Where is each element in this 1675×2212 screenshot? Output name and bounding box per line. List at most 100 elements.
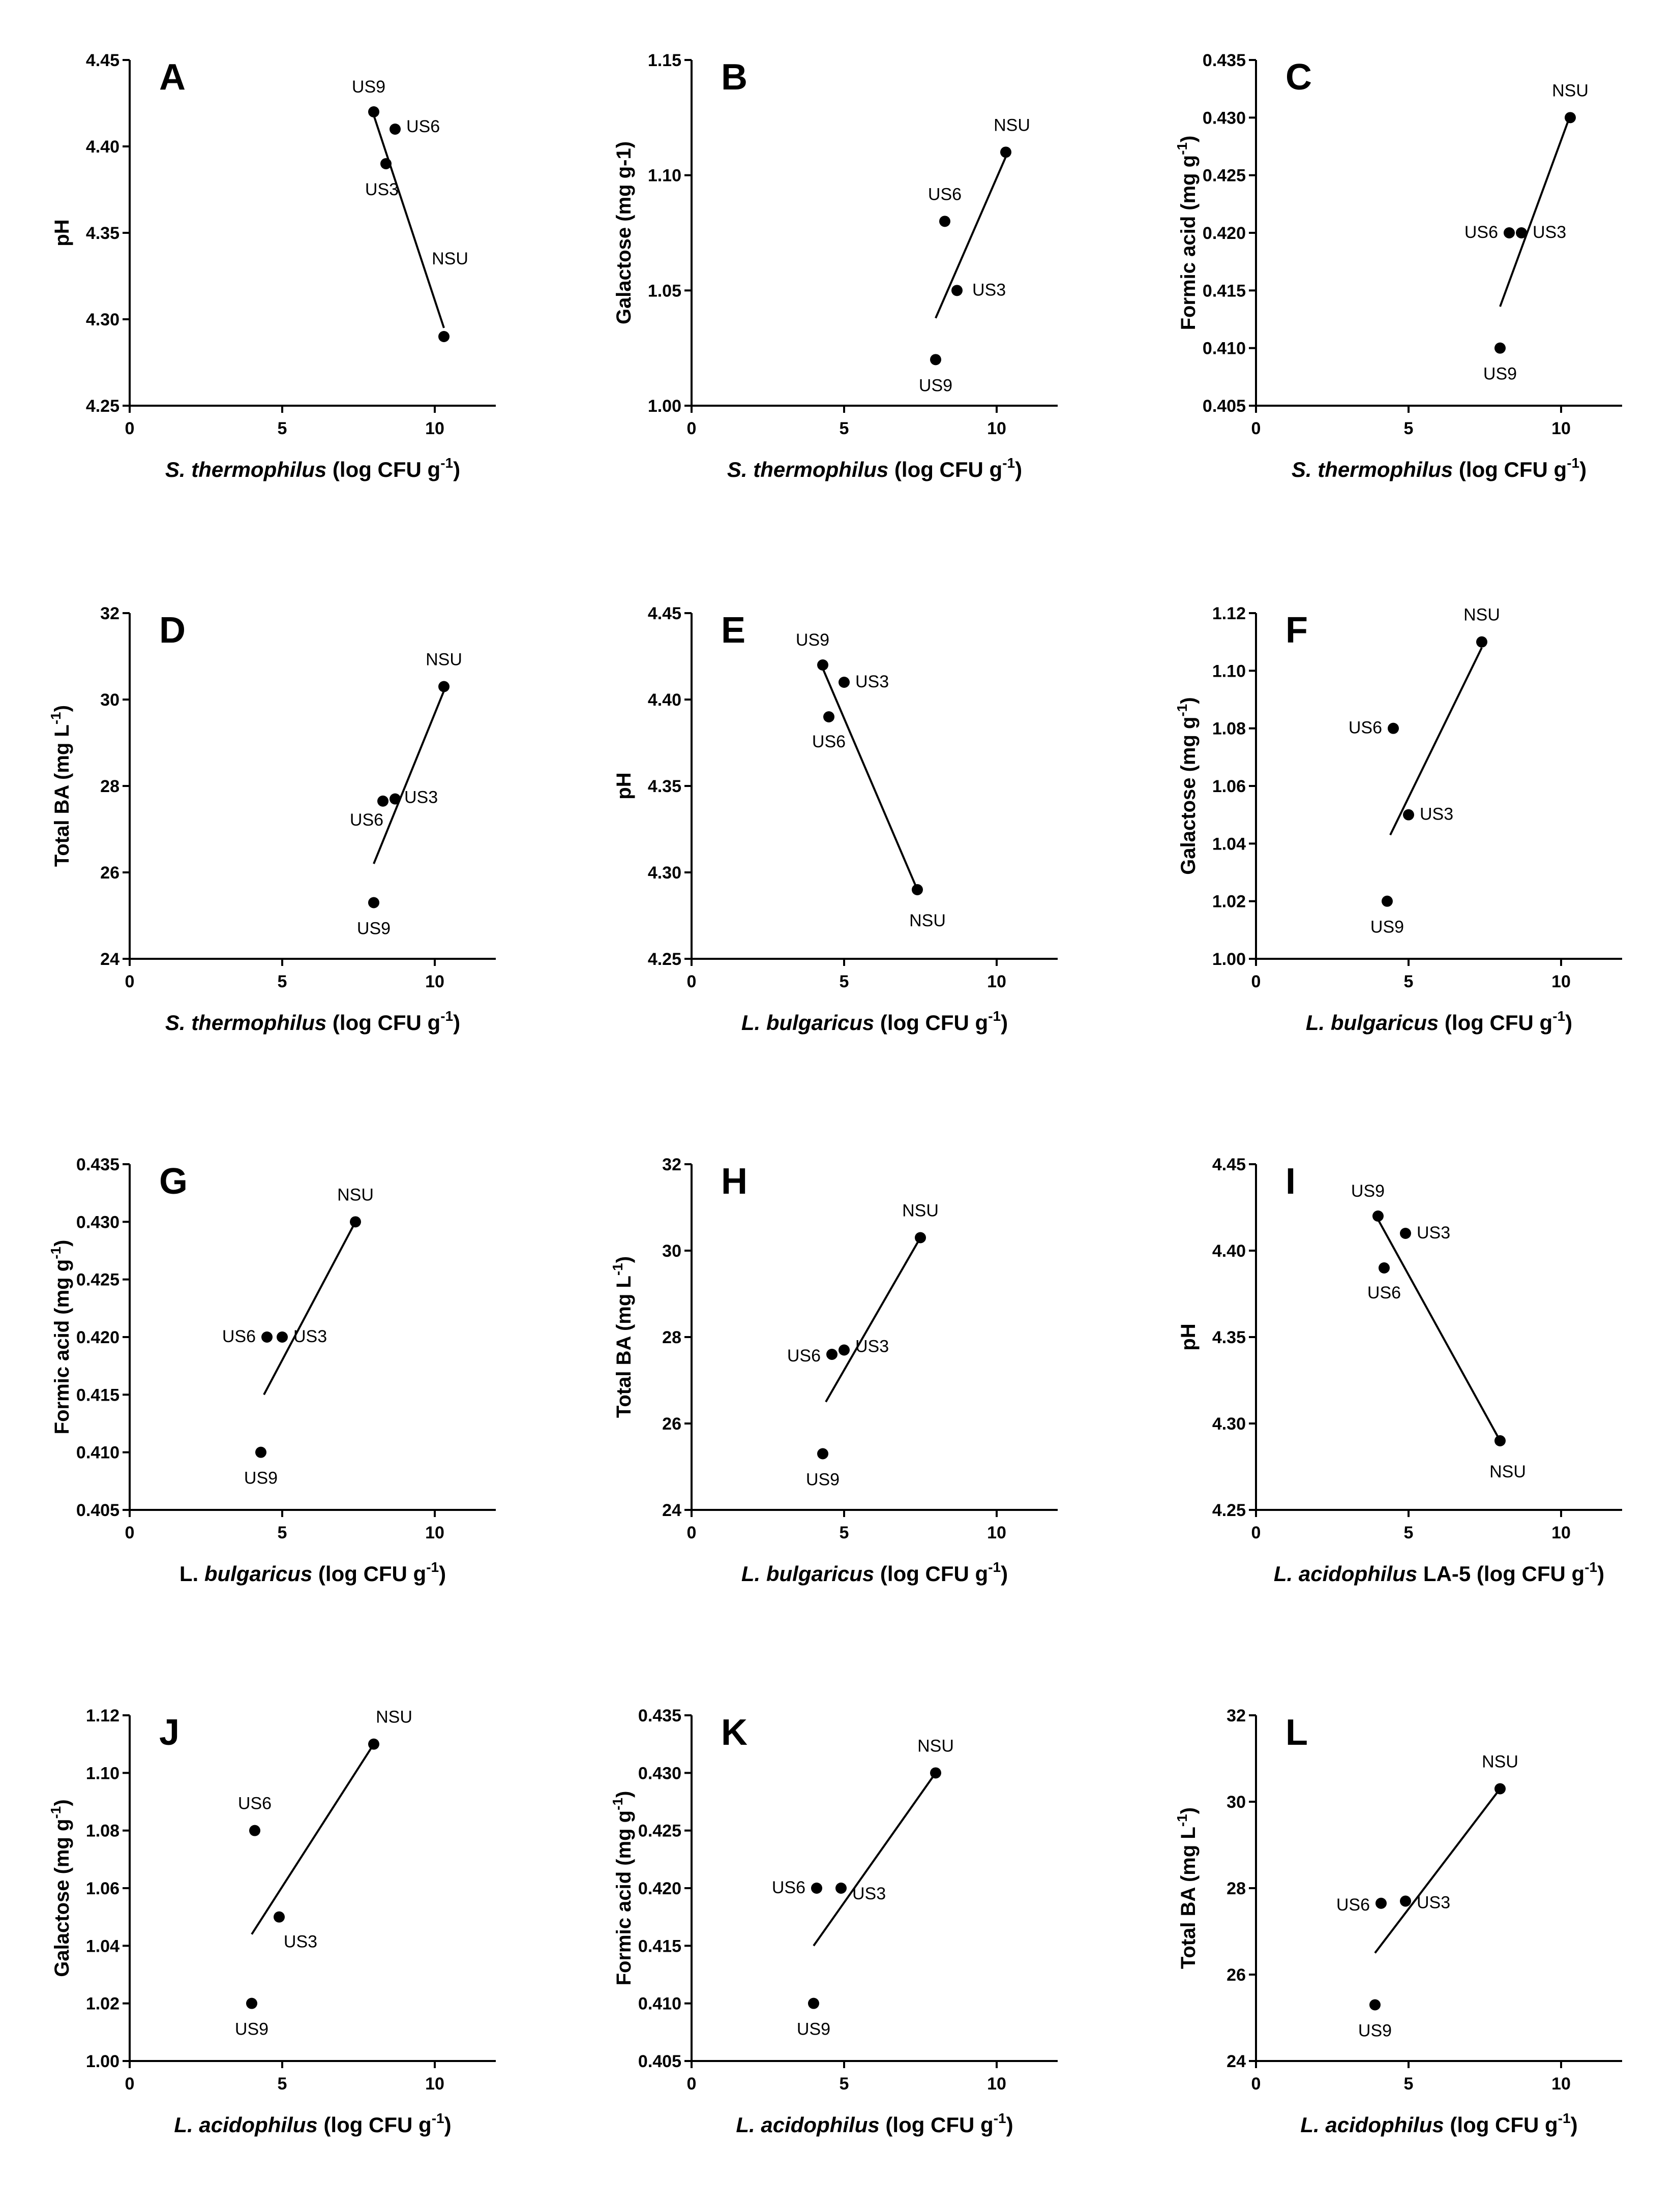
y-tick-label: 4.40 xyxy=(86,137,119,157)
x-axis-title-unit: (log CFU g xyxy=(1453,458,1567,481)
y-tick-label: 0.425 xyxy=(1203,166,1246,186)
y-tick-label: 1.08 xyxy=(86,1822,119,1841)
x-axis-title-close: ) xyxy=(1015,458,1022,481)
x-axis-title: L. acidophilus LA-5 (log CFU g-1) xyxy=(1274,1559,1604,1586)
y-axis-title: pH xyxy=(1177,1323,1200,1350)
data-point-us6 xyxy=(249,1825,260,1836)
data-point-us6 xyxy=(1375,1897,1387,1909)
y-axis-title-close: ) xyxy=(613,1791,635,1798)
y-tick-label: 32 xyxy=(662,1155,681,1174)
data-point-us3 xyxy=(839,677,850,688)
y-axis-title: Galactose (mg g-1) xyxy=(613,141,635,324)
y-tick-label: 4.35 xyxy=(86,224,119,243)
point-label: US6 xyxy=(772,1878,805,1897)
y-tick-label: 1.15 xyxy=(648,51,681,70)
x-axis-title-sup: -1 xyxy=(426,1559,439,1575)
data-point-us6 xyxy=(1504,227,1515,238)
point-label: NSU xyxy=(909,911,946,930)
point-label: NSU xyxy=(902,1201,939,1221)
point-label: NSU xyxy=(1482,1752,1518,1772)
data-point-us3 xyxy=(1400,1895,1411,1907)
panel-a: 4.25 4.30 4.35 4.40 4.45 0 5 10 ApH S. thermophil… xyxy=(51,51,496,481)
x-tick-label: 5 xyxy=(278,1523,287,1542)
y-tick-label: 0.430 xyxy=(76,1213,119,1232)
x-axis-title: S. thermophilus (log CFU g-1) xyxy=(165,455,460,481)
y-axis-title-main: Total BA (mg L xyxy=(51,724,73,867)
x-axis-title-sup: -1 xyxy=(1552,1008,1565,1024)
y-tick-label: 0.415 xyxy=(76,1385,119,1405)
x-tick-label: 5 xyxy=(1404,419,1414,438)
point-label: NSU xyxy=(994,115,1030,135)
x-axis-title-species: L. acidophilus xyxy=(174,2113,317,2137)
y-tick-label: 4.45 xyxy=(648,604,681,623)
x-tick-label: 10 xyxy=(1551,972,1571,991)
x-axis-title-species: S. thermophilus xyxy=(1292,458,1453,481)
y-tick-label: 0.415 xyxy=(638,1936,681,1956)
y-axis-title: Galactose (mg g-1) xyxy=(48,1799,73,1977)
regression-line xyxy=(373,115,445,328)
point-label: US3 xyxy=(284,1932,317,1952)
point-label: US9 xyxy=(244,1469,278,1488)
x-axis-title-close: ) xyxy=(439,1562,446,1586)
y-axis-title-main: pH xyxy=(1177,1323,1200,1350)
y-tick-label: 4.25 xyxy=(648,950,681,969)
x-tick-label: 10 xyxy=(987,419,1006,438)
x-axis-title: L. bulgaricus (log CFU g-1) xyxy=(741,1559,1008,1586)
x-axis-title-species: S. thermophilus xyxy=(727,458,888,481)
x-tick-label: 10 xyxy=(987,1523,1006,1542)
x-axis-title-species: L. bulgaricus xyxy=(741,1562,874,1586)
y-axis-title-sup: -1 xyxy=(48,1247,64,1259)
x-axis-title-sup: -1 xyxy=(1567,455,1579,471)
data-point-us9 xyxy=(817,659,828,671)
regression-line xyxy=(263,1221,356,1396)
x-axis-title-close: ) xyxy=(1001,1011,1008,1035)
point-label: US9 xyxy=(357,919,391,938)
x-tick-label: 10 xyxy=(425,972,444,991)
data-point-us3 xyxy=(835,1883,847,1894)
y-tick-label: 28 xyxy=(662,1328,681,1347)
data-point-us6 xyxy=(823,711,834,722)
panel-e: 4.25 4.30 4.35 4.40 4.45 0 5 10 EpH L. bulgaricus… xyxy=(613,604,1058,1035)
y-axis-title: Galactose (mg g-1) xyxy=(1174,697,1200,874)
data-point-us6 xyxy=(811,1883,822,1894)
y-tick-label: 1.05 xyxy=(648,281,681,300)
point-label: NSU xyxy=(376,1708,412,1727)
y-tick-label: 4.30 xyxy=(648,863,681,883)
point-label: NSU xyxy=(1489,1462,1526,1481)
y-axis-title-main: Formic acid (mg g xyxy=(1177,155,1200,330)
x-axis-title-close: ) xyxy=(1001,1562,1008,1586)
x-tick-label: 5 xyxy=(1404,972,1414,991)
x-axis-title-unit: (log CFU g xyxy=(318,2113,432,2137)
x-axis-title-unit: (log CFU g xyxy=(874,1011,988,1035)
x-tick-label: 0 xyxy=(687,419,697,438)
point-label: US9 xyxy=(806,1470,840,1490)
y-tick-label: 26 xyxy=(100,863,119,883)
y-tick-label: 0.405 xyxy=(1203,397,1246,416)
panel-letter: E xyxy=(721,610,745,651)
regression-line xyxy=(822,668,918,890)
y-axis-title: Formic acid (mg g-1) xyxy=(610,1791,635,1986)
x-axis-title: S. thermophilus (log CFU g-1) xyxy=(1292,455,1587,481)
point-label: US6 xyxy=(1464,223,1498,242)
data-point-us9 xyxy=(1369,1999,1381,2011)
y-tick-label: 4.40 xyxy=(648,690,681,710)
x-axis-title-close: ) xyxy=(1006,2113,1013,2137)
y-axis-title-main: pH xyxy=(51,219,73,246)
data-point-nsu xyxy=(915,1232,926,1244)
point-label: US6 xyxy=(222,1327,256,1346)
y-tick-label: 1.04 xyxy=(86,1936,119,1956)
y-tick-label: 1.08 xyxy=(1212,719,1246,739)
x-axis-title-unit: (log CFU g xyxy=(1444,2113,1558,2137)
x-tick-label: 0 xyxy=(687,972,697,991)
panel-j: 1.00 1.02 1.04 1.06 1.08 1.10 1.12 0 5 10 J Galacto… xyxy=(48,1706,496,2137)
data-point-nsu xyxy=(438,331,450,342)
x-tick-label: 0 xyxy=(125,419,135,438)
y-tick-label: 0.405 xyxy=(76,1501,119,1520)
y-tick-label: 28 xyxy=(1227,1879,1246,1898)
y-tick-label: 1.10 xyxy=(1212,661,1246,681)
y-axis-title-main: pH xyxy=(613,772,635,799)
data-point-us6 xyxy=(261,1331,273,1343)
x-tick-label: 0 xyxy=(1251,419,1261,438)
y-tick-label: 26 xyxy=(662,1414,681,1434)
